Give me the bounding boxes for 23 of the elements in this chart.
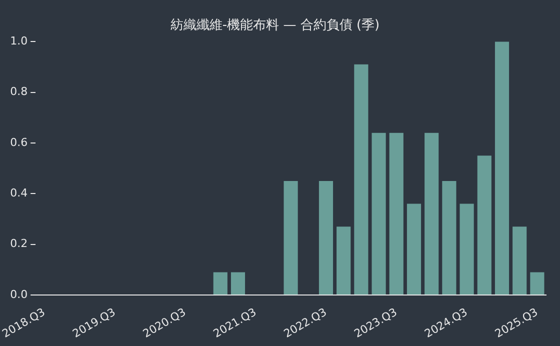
y-tick-label: 1.0 [10,34,28,48]
bar [336,226,351,294]
bar [530,272,544,294]
y-tick-label: 0.2 [10,237,28,250]
bar [318,180,334,294]
bar [389,132,404,294]
bar [406,204,422,294]
bar [494,42,510,294]
bar [442,180,456,294]
y-tick-label: 0.8 [10,85,28,98]
bar [284,180,298,294]
bar [213,272,228,294]
bar [512,226,527,294]
bar [230,272,246,294]
bar [354,64,368,294]
bar [460,204,474,294]
chart-title: 紡織纖維-機能布料 — 合約負債 (季) [170,18,380,34]
bar [477,156,492,294]
y-tick-label: 0.6 [10,136,28,149]
bar [424,132,439,294]
y-tick-label: 0.0 [10,288,28,301]
bar [372,132,386,294]
y-tick-label: 0.4 [10,186,28,200]
